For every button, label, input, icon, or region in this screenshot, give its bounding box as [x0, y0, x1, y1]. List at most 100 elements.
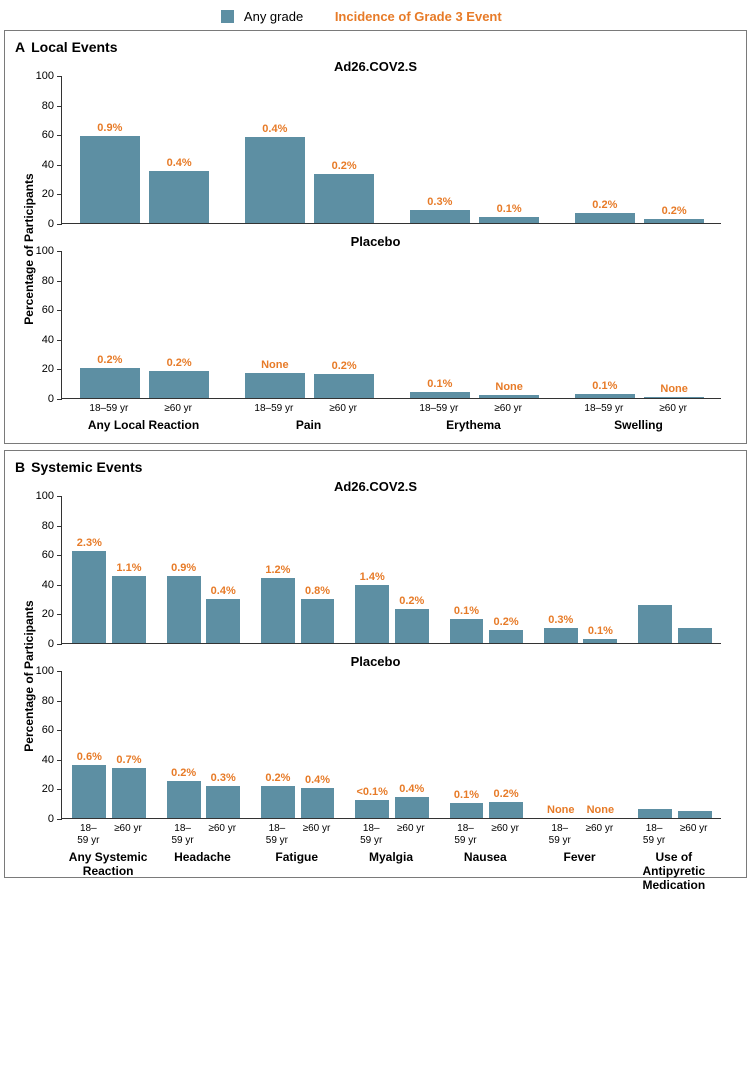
bar-grade3-label: 0.7%: [116, 754, 141, 766]
y-tick: [57, 251, 62, 252]
y-tick-label: 60: [42, 549, 54, 561]
bar-grade3-label: None: [660, 383, 688, 395]
y-tick-label: 60: [42, 129, 54, 141]
plot-region: 0204060801002.3%1.1%0.9%0.4%1.2%0.8%1.4%…: [61, 496, 721, 644]
x-tick-label: 18–59 yr: [67, 823, 109, 846]
bar-grade3-label: 0.4%: [262, 123, 287, 135]
subplot: 0204060801000.9%0.4%0.4%0.2%0.3%0.1%0.2%…: [61, 76, 736, 224]
x-category-label: Any SystemicReaction: [58, 851, 158, 879]
bar: 0.4%: [149, 171, 208, 223]
plot-region: 0204060801000.9%0.4%0.4%0.2%0.3%0.1%0.2%…: [61, 76, 721, 224]
y-tick: [57, 76, 62, 77]
bar-grade3-label: 1.2%: [265, 564, 290, 576]
bar-grade3-label: 2.3%: [77, 537, 102, 549]
bar-grade3-label: 0.1%: [497, 203, 522, 215]
bar: 2.3%: [72, 551, 106, 643]
x-tick-label: ≥60 yr: [309, 403, 376, 415]
x-tick-label: ≥60 yr: [144, 403, 211, 415]
bar: [638, 809, 672, 818]
bar-grade3-label: 0.2%: [171, 767, 196, 779]
chart-area: Percentage of ParticipantsAd26.COV2.S020…: [15, 59, 736, 439]
bar: 0.2%: [314, 174, 373, 223]
bar: 0.2%: [489, 630, 523, 643]
y-tick: [57, 496, 62, 497]
x-tick-label: 18–59 yr: [240, 403, 307, 415]
subplot: 0204060801000.6%0.7%0.2%0.3%0.2%0.4%<0.1…: [61, 671, 736, 819]
x-tick-label: ≥60 yr: [390, 823, 432, 835]
x-tick-label: 18–59 yr: [445, 823, 487, 846]
y-tick: [57, 789, 62, 790]
x-category-label: Pain: [223, 419, 394, 433]
y-tick-label: 0: [48, 813, 54, 825]
x-category-label: Erythema: [388, 419, 559, 433]
subplot-title: Ad26.COV2.S: [15, 59, 736, 74]
y-tick-label: 20: [42, 363, 54, 375]
y-tick-label: 20: [42, 783, 54, 795]
x-tick-label: 18–59 yr: [633, 823, 675, 846]
y-tick: [57, 760, 62, 761]
x-tick-label: ≥60 yr: [107, 823, 149, 835]
chart-area: Percentage of Participants Ad26.COV2.S 0 20…: [15, 479, 736, 873]
bar: 0.4%: [245, 137, 304, 223]
x-tick-label: ≥60 yr: [578, 823, 620, 835]
y-tick: [57, 614, 62, 615]
y-tick: [57, 310, 62, 311]
bar: 0.4%: [395, 797, 429, 818]
y-tick-label: 100: [36, 245, 54, 257]
bar: 0.8%: [301, 599, 335, 643]
bar: 0.2%: [575, 213, 634, 223]
x-category-label: Fever: [529, 851, 629, 865]
bar: 0.9%: [167, 576, 201, 643]
x-tick-label: 18–59 yr: [539, 823, 581, 846]
y-tick: [57, 526, 62, 527]
x-tick-label: ≥60 yr: [201, 823, 243, 835]
bar: 0.4%: [301, 788, 335, 818]
bar-grade3-label: 0.2%: [332, 360, 357, 372]
y-tick: [57, 701, 62, 702]
bar: 0.2%: [395, 609, 429, 643]
x-tick-label: ≥60 yr: [474, 403, 541, 415]
bar: None: [479, 395, 538, 398]
bar: 1.4%: [355, 585, 389, 643]
y-tick: [57, 106, 62, 107]
x-axis: 18–59 yr≥60 yrAny SystemicReaction18–59 …: [61, 819, 721, 873]
panel-a: ALocal EventsPercentage of ParticipantsA…: [4, 30, 747, 444]
bar: 0.2%: [489, 802, 523, 818]
y-tick: [57, 369, 62, 370]
bar-grade3-label: 0.4%: [305, 774, 330, 786]
y-tick: [57, 340, 62, 341]
x-category-label: Swelling: [553, 419, 724, 433]
plot-region: 0204060801000.2%0.2%None0.2%0.1%None0.1%…: [61, 251, 721, 399]
bar-grade3-label: 0.6%: [77, 751, 102, 763]
bar-grade3-label: None: [261, 359, 289, 371]
bar: 0.2%: [80, 368, 139, 398]
bar: 0.1%: [575, 394, 634, 398]
subplot-title: Ad26.COV2.S: [15, 479, 736, 494]
y-tick-label: 80: [42, 695, 54, 707]
bar-grade3-label: 0.2%: [662, 205, 687, 217]
x-tick-label: ≥60 yr: [639, 403, 706, 415]
y-tick: [57, 224, 62, 225]
y-tick-label: 100: [36, 70, 54, 82]
bar-grade3-label: 1.4%: [360, 571, 385, 583]
bar: 0.2%: [314, 374, 373, 398]
bar: 0.6%: [72, 765, 106, 818]
x-category-label: Myalgia: [341, 851, 441, 865]
bar: None: [245, 373, 304, 398]
bar-grade3-label: 0.2%: [399, 595, 424, 607]
y-tick-label: 40: [42, 754, 54, 766]
y-tick: [57, 730, 62, 731]
y-tick-label: 40: [42, 334, 54, 346]
bar-grade3-label: 0.3%: [211, 772, 236, 784]
subplot: 0204060801002.3%1.1%0.9%0.4%1.2%0.8%1.4%…: [61, 496, 736, 644]
bar-grade3-label: 0.2%: [167, 357, 192, 369]
bar: 0.9%: [80, 136, 139, 223]
y-tick-label: 80: [42, 520, 54, 532]
y-axis-label: Percentage of Participants: [22, 600, 36, 751]
bar-grade3-label: 0.2%: [265, 772, 290, 784]
bar: 0.1%: [583, 639, 617, 643]
bar-grade3-label: 0.4%: [211, 585, 236, 597]
bar-grade3-label: 0.1%: [454, 605, 479, 617]
y-tick-label: 100: [36, 490, 54, 502]
x-tick-label: ≥60 yr: [484, 823, 526, 835]
